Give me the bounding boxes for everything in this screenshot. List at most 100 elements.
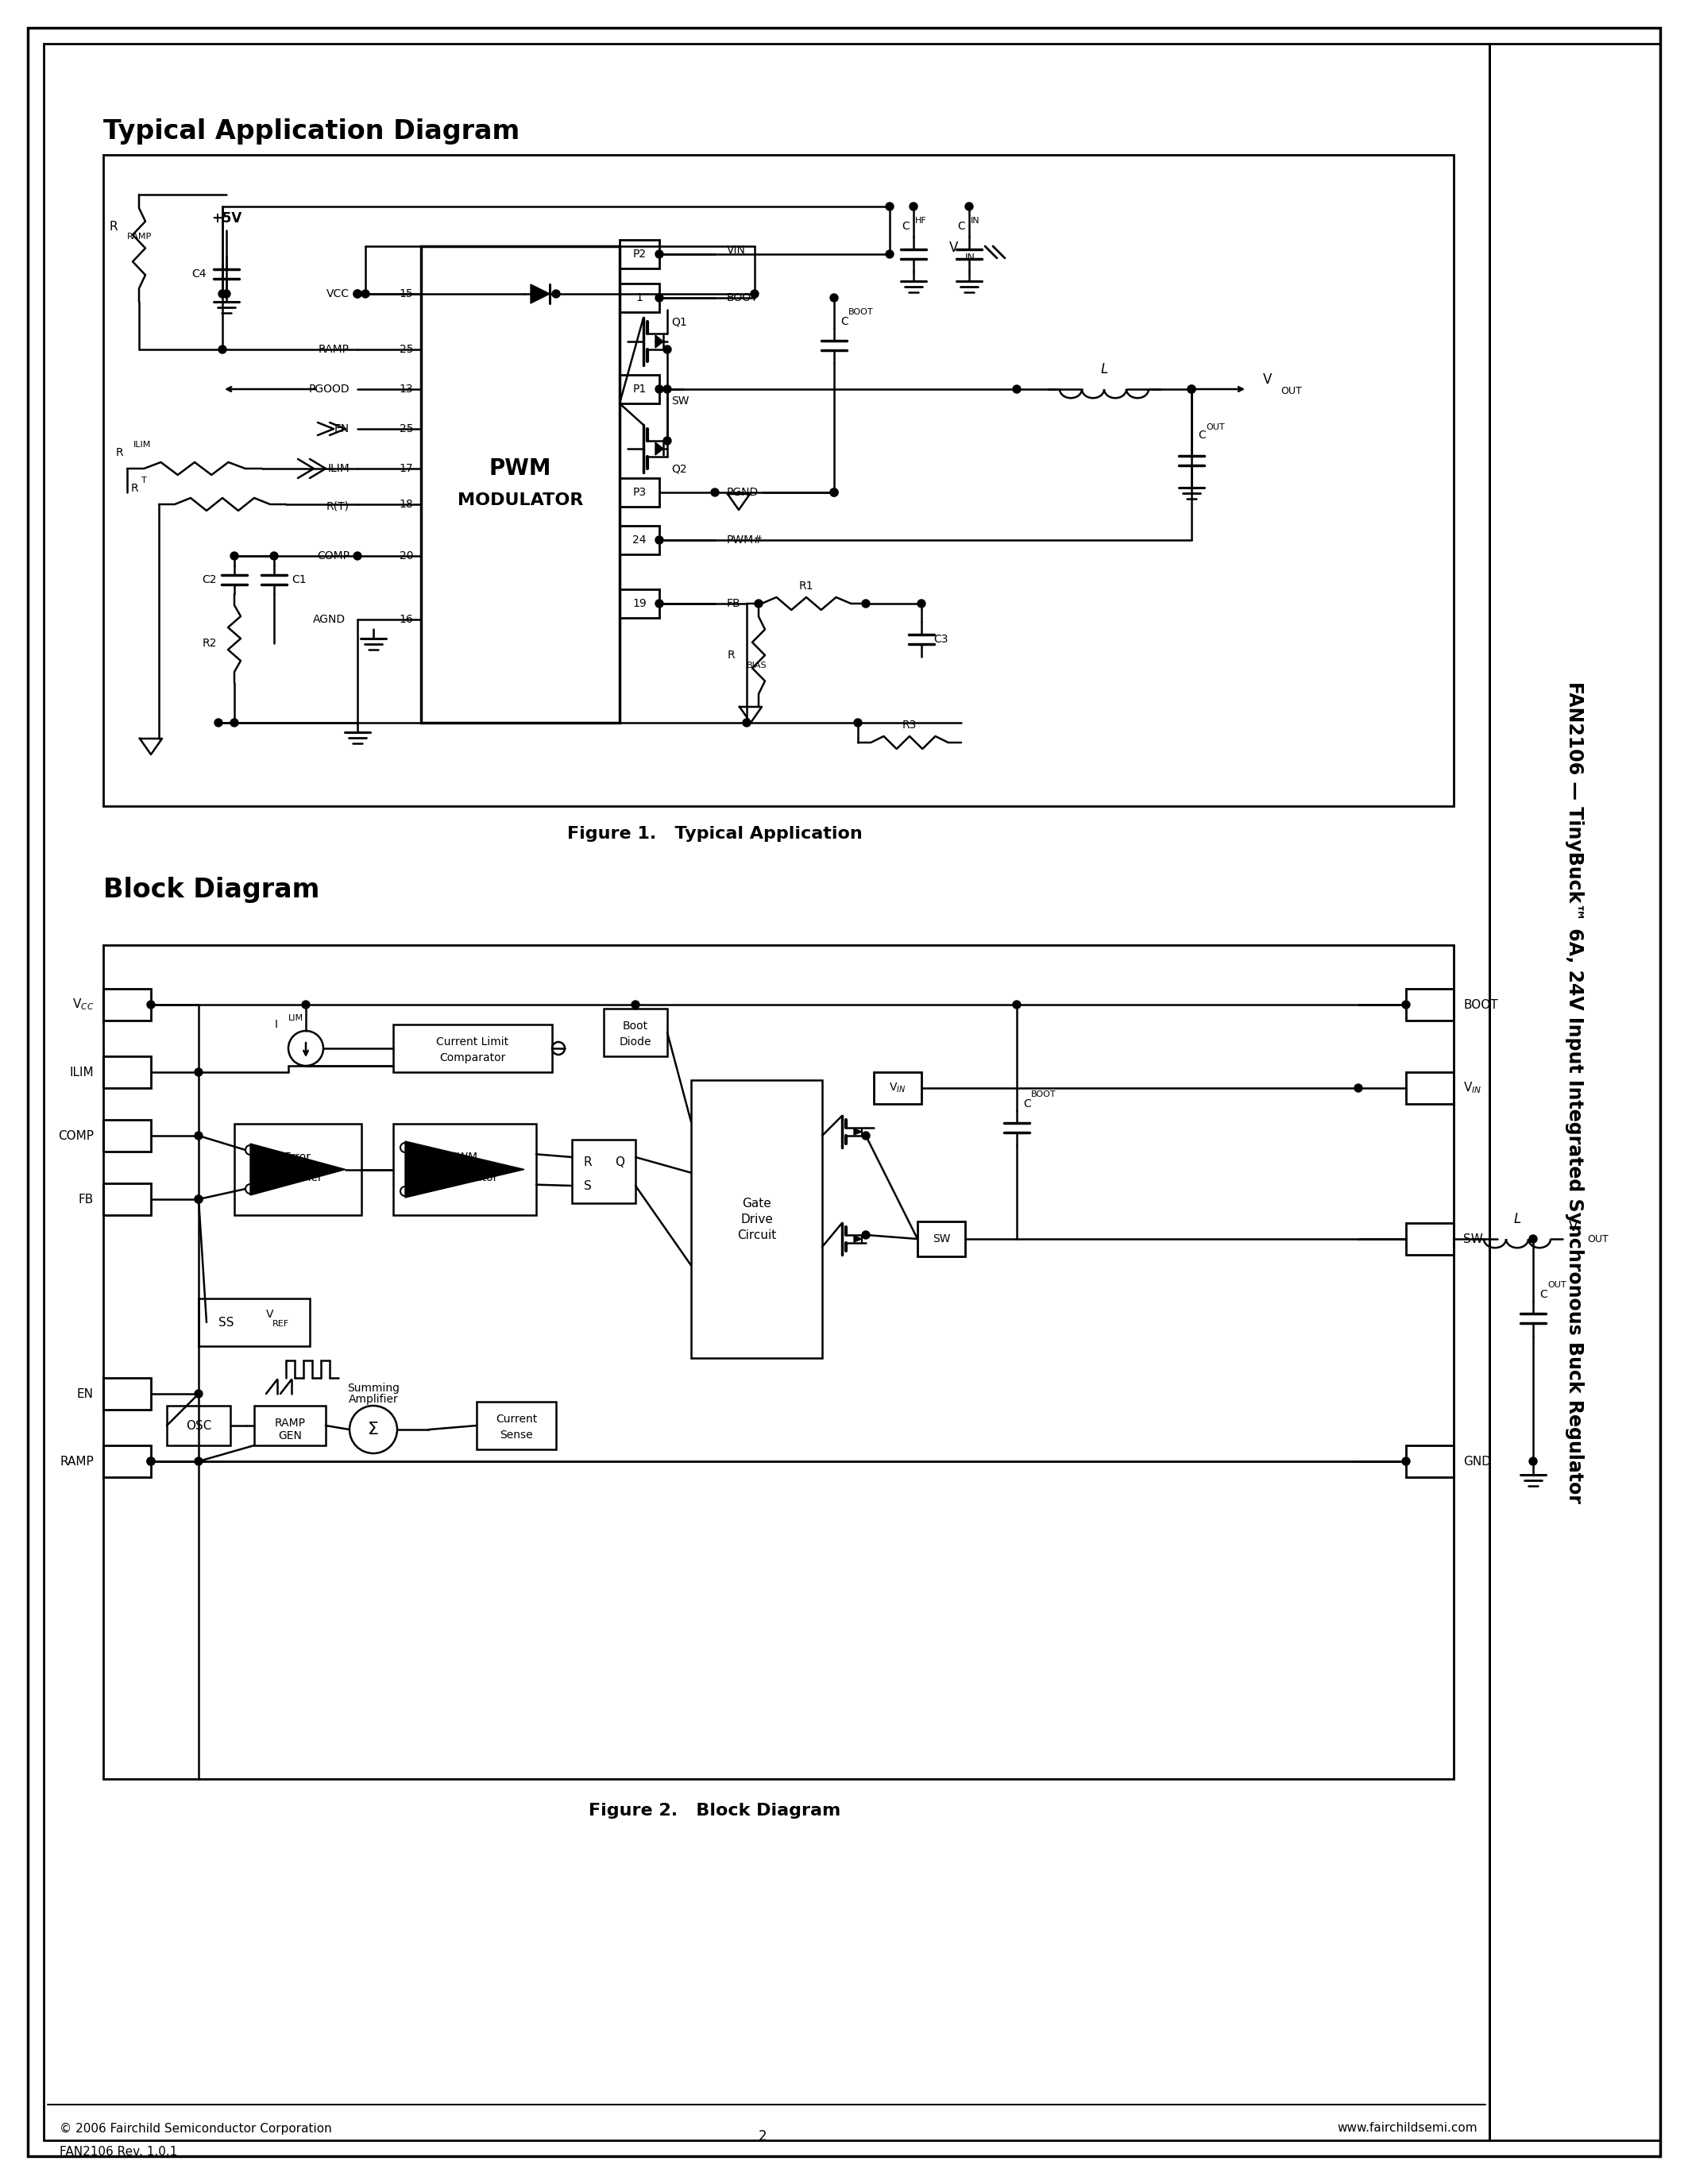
- Circle shape: [655, 601, 663, 607]
- Text: www.fairchildsemi.com: www.fairchildsemi.com: [1337, 2123, 1477, 2134]
- Circle shape: [1188, 384, 1195, 393]
- Bar: [604, 1009, 667, 1057]
- Text: Current Limit: Current Limit: [437, 1037, 508, 1048]
- Bar: [1489, 44, 1661, 2140]
- Bar: [1406, 1446, 1453, 1476]
- Text: FAN2106 Rev. 1.0.1: FAN2106 Rev. 1.0.1: [59, 2147, 177, 2158]
- Circle shape: [218, 290, 226, 297]
- Bar: [103, 1057, 150, 1088]
- Text: Figure 2.   Block Diagram: Figure 2. Block Diagram: [589, 1802, 841, 1819]
- Circle shape: [194, 1195, 203, 1203]
- Text: Figure 1.   Typical Application: Figure 1. Typical Application: [567, 826, 863, 841]
- Bar: [619, 478, 660, 507]
- Bar: [918, 1221, 966, 1256]
- Text: GEN: GEN: [279, 1431, 302, 1441]
- Circle shape: [302, 1000, 311, 1009]
- Text: 17: 17: [398, 463, 414, 474]
- Text: C: C: [901, 221, 910, 232]
- Bar: [572, 1140, 635, 1203]
- Text: 18: 18: [398, 498, 414, 509]
- Bar: [103, 1378, 150, 1409]
- Bar: [393, 1125, 537, 1214]
- Text: OUT: OUT: [1281, 387, 1301, 395]
- Polygon shape: [405, 1142, 525, 1197]
- Text: BOOT: BOOT: [1463, 998, 1497, 1011]
- Circle shape: [886, 203, 893, 210]
- Text: IN: IN: [966, 251, 976, 262]
- Bar: [199, 1299, 311, 1345]
- Text: S: S: [584, 1179, 592, 1192]
- Text: R: R: [728, 649, 734, 662]
- Text: R1: R1: [798, 581, 814, 592]
- Circle shape: [655, 295, 663, 301]
- Text: Diode: Diode: [619, 1037, 652, 1048]
- Circle shape: [147, 1000, 155, 1009]
- Circle shape: [1188, 384, 1195, 393]
- Text: FAN2106 — TinyBuck™ 6A, 24V Input Integrated Synchronous Buck Regulator: FAN2106 — TinyBuck™ 6A, 24V Input Integr…: [1565, 681, 1583, 1503]
- Text: IN: IN: [971, 216, 981, 225]
- Text: AGND: AGND: [312, 614, 346, 625]
- Circle shape: [663, 384, 672, 393]
- Text: R: R: [132, 483, 138, 494]
- Text: SW: SW: [1463, 1234, 1484, 1245]
- Text: P2: P2: [633, 249, 647, 260]
- Circle shape: [230, 553, 238, 559]
- Circle shape: [663, 437, 672, 446]
- Text: 2: 2: [758, 2129, 766, 2143]
- Text: T: T: [142, 476, 147, 485]
- Circle shape: [194, 1068, 203, 1077]
- Text: RAMP: RAMP: [59, 1455, 95, 1468]
- Text: BIAS: BIAS: [746, 662, 766, 670]
- Circle shape: [353, 290, 361, 297]
- Circle shape: [194, 1195, 203, 1203]
- Text: 13: 13: [398, 384, 414, 395]
- Text: ILIM: ILIM: [69, 1066, 95, 1079]
- Circle shape: [1529, 1457, 1538, 1465]
- Bar: [619, 590, 660, 618]
- Text: SW: SW: [932, 1234, 950, 1245]
- Text: COMP: COMP: [317, 550, 349, 561]
- Text: R(T): R(T): [326, 500, 349, 511]
- Circle shape: [631, 1000, 640, 1009]
- Circle shape: [353, 290, 361, 297]
- Circle shape: [918, 601, 925, 607]
- Bar: [1406, 1072, 1453, 1103]
- Text: SW: SW: [672, 395, 689, 406]
- Text: BOOT: BOOT: [728, 293, 758, 304]
- Text: R: R: [110, 221, 118, 232]
- Text: Q: Q: [614, 1155, 625, 1168]
- Text: C: C: [1539, 1289, 1548, 1299]
- Text: L: L: [1514, 1212, 1521, 1225]
- Text: Q1: Q1: [672, 317, 687, 328]
- Text: Gate: Gate: [743, 1197, 771, 1210]
- Polygon shape: [530, 284, 550, 304]
- Text: 1: 1: [636, 293, 643, 304]
- Circle shape: [1354, 1083, 1362, 1092]
- Text: C3: C3: [933, 633, 949, 644]
- Circle shape: [655, 384, 663, 393]
- Circle shape: [353, 553, 361, 559]
- Bar: [619, 526, 660, 555]
- Text: Boot: Boot: [623, 1020, 648, 1031]
- Bar: [619, 376, 660, 404]
- Text: Amplifier: Amplifier: [348, 1393, 398, 1404]
- Text: Circuit: Circuit: [738, 1230, 776, 1241]
- Circle shape: [194, 1389, 203, 1398]
- Circle shape: [147, 1457, 155, 1465]
- Text: C: C: [1198, 430, 1205, 441]
- Text: PWM: PWM: [451, 1151, 478, 1162]
- Bar: [874, 1072, 922, 1103]
- Circle shape: [663, 345, 672, 354]
- Text: P3: P3: [633, 487, 647, 498]
- Text: 25: 25: [398, 343, 414, 356]
- Text: Q2: Q2: [672, 463, 687, 474]
- Circle shape: [223, 290, 230, 297]
- Text: V: V: [1263, 373, 1273, 387]
- Text: SS: SS: [219, 1317, 235, 1328]
- Bar: [103, 1120, 150, 1151]
- Bar: [1406, 989, 1453, 1020]
- Text: VIN: VIN: [728, 245, 746, 256]
- Circle shape: [218, 345, 226, 354]
- Text: OUT: OUT: [1587, 1234, 1609, 1245]
- Text: V: V: [267, 1308, 273, 1319]
